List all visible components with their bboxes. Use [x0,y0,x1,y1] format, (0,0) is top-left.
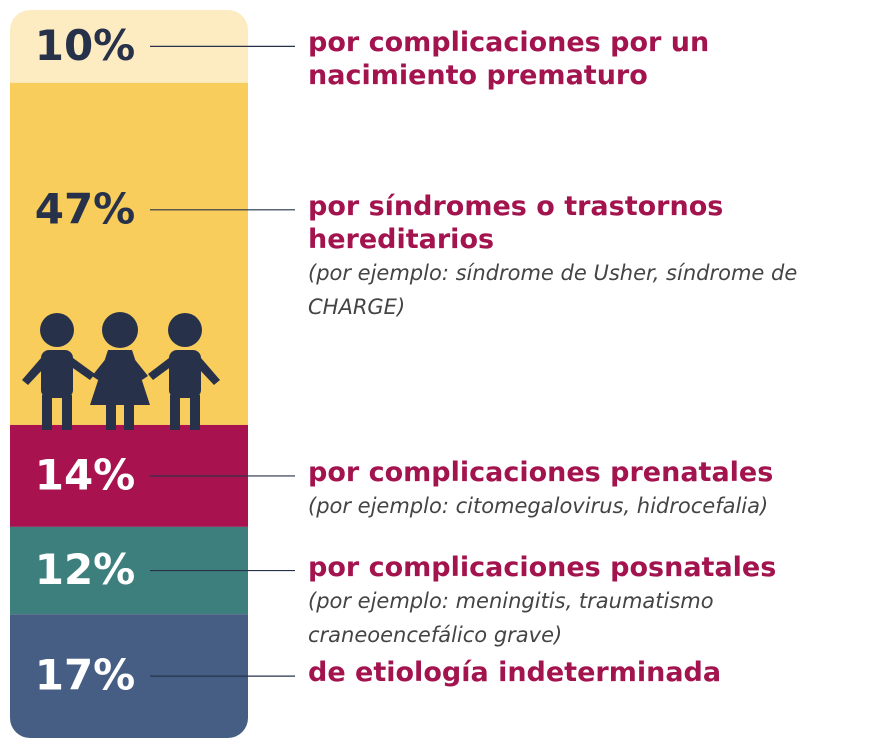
percent-label: 10% [35,21,136,70]
percent-label: 14% [35,450,136,499]
segment-title: por complicaciones posnatales [308,551,868,584]
segment-title: por complicaciones por un nacimiento pre… [308,26,868,92]
segment-label: por complicaciones por un nacimiento pre… [308,26,868,92]
segment-detail: (por ejemplo: síndrome de Usher, síndrom… [308,256,868,324]
segment-label: por complicaciones posnatales(por ejempl… [308,551,868,652]
segment-title: por síndromes o trastornos hereditarios [308,190,868,256]
segment-title: por complicaciones prenatales [308,456,868,489]
segment-label: por síndromes o trastornos hereditarios(… [308,190,868,324]
segment-detail: (por ejemplo: meningitis, traumatismo cr… [308,584,868,652]
segment-title: de etiología indeterminada [308,656,868,689]
percent-label: 17% [35,651,136,700]
segment-label: por complicaciones prenatales(por ejempl… [308,456,868,523]
segment-label: de etiología indeterminada [308,656,868,689]
percent-label: 47% [35,184,136,233]
infographic: 10% 47% 14% 12% 17% por complicaciones por u… [0,0,873,738]
segment-detail: (por ejemplo: citomegalovirus, hidrocefa… [308,489,868,523]
percent-label: 12% [35,545,136,594]
